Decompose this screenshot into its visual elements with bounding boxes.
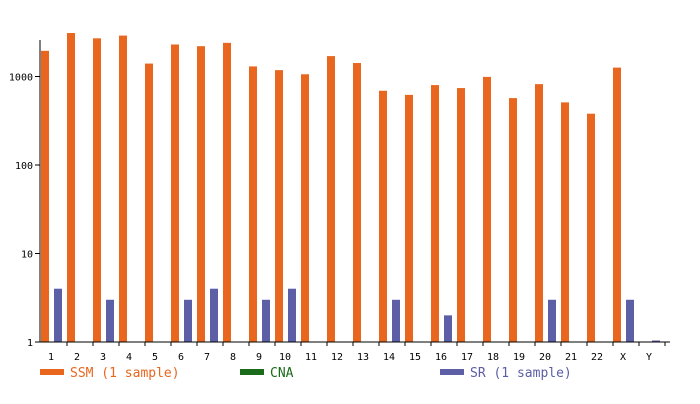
bar-ssm-15 bbox=[405, 94, 413, 342]
y-tick-label: 100 bbox=[15, 161, 33, 172]
x-tick-label-7: 7 bbox=[204, 352, 210, 363]
x-tick-label-1: 1 bbox=[48, 352, 54, 363]
legend-swatch-ssm bbox=[40, 369, 64, 375]
legend-label-cna: CNA bbox=[270, 366, 294, 381]
bar-ssm-21 bbox=[561, 102, 569, 343]
bar-sr-3 bbox=[106, 299, 114, 342]
x-tick-label-2: 2 bbox=[74, 352, 80, 363]
x-tick-label-13: 13 bbox=[357, 352, 369, 363]
bar-sr-16 bbox=[444, 315, 452, 342]
bar-ssm-4 bbox=[119, 35, 127, 342]
legend-label-ssm: SSM (1 sample) bbox=[70, 366, 180, 381]
bar-ssm-20 bbox=[535, 84, 543, 342]
x-tick-label-19: 19 bbox=[513, 352, 525, 363]
x-tick-label-21: 21 bbox=[565, 352, 577, 363]
legend-swatch-cna bbox=[240, 369, 264, 375]
legend-swatch-sr bbox=[440, 369, 464, 375]
y-ticks-layer: 1 10 100 1000 bbox=[9, 73, 40, 349]
x-tick-label-17: 17 bbox=[461, 352, 473, 363]
x-tick-label-11: 11 bbox=[305, 352, 317, 363]
bar-ssm-19 bbox=[509, 98, 517, 342]
legend: SSM (1 sample) CNA SR (1 sample) bbox=[40, 366, 572, 381]
y-tick-label: 10 bbox=[21, 250, 33, 261]
x-tick-label-14: 14 bbox=[383, 352, 395, 363]
bar-ssm-10 bbox=[275, 70, 283, 343]
y-tick-label: 1000 bbox=[9, 73, 33, 84]
x-tick-label-8: 8 bbox=[230, 352, 236, 363]
x-ticks-layer: 1 2 3 4 5 6 7 8 9 10 11 12 13 14 15 16 17 18 19 20 21 22 X Y bbox=[48, 342, 666, 363]
bar-ssm-12 bbox=[327, 56, 335, 342]
bar-sr-x bbox=[626, 299, 634, 342]
x-tick-label-12: 12 bbox=[331, 352, 343, 363]
bar-sr-1 bbox=[54, 288, 62, 342]
x-tick-label-3: 3 bbox=[100, 352, 106, 363]
bar-ssm-2 bbox=[67, 33, 75, 342]
bar-sr-9 bbox=[262, 299, 270, 342]
y-tick-label: 1 bbox=[27, 338, 33, 349]
bar-sr-20 bbox=[548, 299, 556, 342]
bar-ssm-17 bbox=[457, 88, 465, 342]
x-tick-label-18: 18 bbox=[487, 352, 499, 363]
bar-ssm-5 bbox=[145, 63, 153, 343]
bar-ssm-16 bbox=[431, 85, 439, 342]
x-tick-label-9: 9 bbox=[256, 352, 262, 363]
bar-ssm-18 bbox=[483, 76, 491, 342]
bar-ssm-1 bbox=[41, 50, 49, 342]
bar-sr-7 bbox=[210, 288, 218, 342]
bar-ssm-x bbox=[613, 67, 621, 342]
x-tick-label-4: 4 bbox=[126, 352, 132, 363]
x-tick-label-10: 10 bbox=[279, 352, 291, 363]
bar-ssm-8 bbox=[223, 42, 231, 342]
bars-layer bbox=[41, 33, 660, 343]
bar-sr-10 bbox=[288, 288, 296, 342]
bar-ssm-22 bbox=[587, 113, 595, 342]
bar-ssm-6 bbox=[171, 44, 179, 342]
x-tick-label-x: X bbox=[620, 352, 626, 363]
x-tick-label-15: 15 bbox=[409, 352, 421, 363]
x-tick-label-y: Y bbox=[646, 352, 652, 363]
bar-ssm-14 bbox=[379, 90, 387, 342]
bar-sr-14 bbox=[392, 299, 400, 342]
x-tick-label-22: 22 bbox=[591, 352, 603, 363]
bar-ssm-7 bbox=[197, 46, 205, 343]
bar-ssm-9 bbox=[249, 66, 257, 342]
bar-ssm-11 bbox=[301, 74, 309, 342]
x-tick-label-6: 6 bbox=[178, 352, 184, 363]
bar-sr-6 bbox=[184, 299, 192, 342]
x-tick-label-5: 5 bbox=[152, 352, 158, 363]
bar-ssm-13 bbox=[353, 63, 361, 342]
bar-sr-y bbox=[652, 340, 660, 342]
x-tick-label-20: 20 bbox=[539, 352, 551, 363]
legend-label-sr: SR (1 sample) bbox=[470, 366, 572, 381]
x-tick-label-16: 16 bbox=[435, 352, 447, 363]
bar-ssm-3 bbox=[93, 38, 101, 342]
